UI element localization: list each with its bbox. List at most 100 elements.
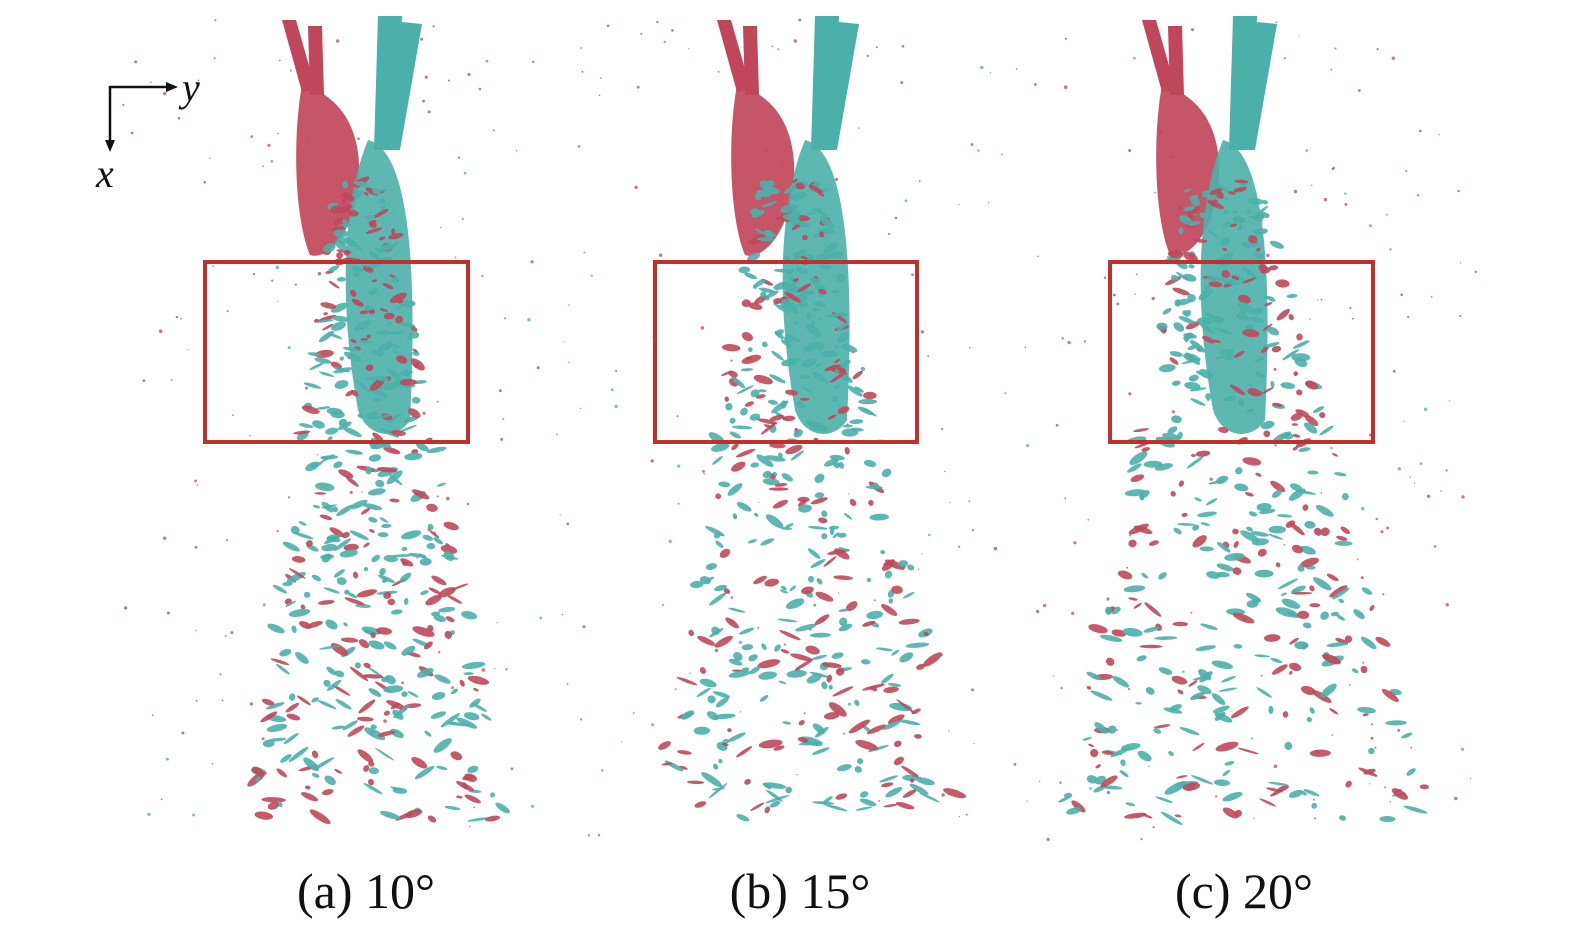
speckle: [1134, 293, 1136, 295]
red-vortex: [686, 780, 705, 785]
teal-vortex: [831, 652, 844, 659]
speckle: [277, 300, 279, 302]
teal-vortex: [780, 589, 788, 594]
teal-vortex: [467, 817, 489, 822]
speckle: [580, 47, 583, 49]
speckle: [1273, 764, 1278, 769]
teal-vortex: [1222, 792, 1243, 802]
speckle: [536, 366, 540, 370]
teal-vortex: [747, 347, 753, 353]
red-vortex: [251, 766, 263, 775]
teal-vortex: [368, 287, 378, 296]
teal-vortex: [1217, 541, 1231, 553]
teal-vortex: [1246, 209, 1252, 214]
speckle: [941, 793, 945, 797]
speckle: [510, 767, 514, 771]
teal-vortex: [762, 470, 772, 479]
red-vortex: [345, 390, 355, 397]
teal-vortex: [778, 680, 787, 685]
teal-vortex: [814, 300, 825, 308]
red-vortex: [1095, 764, 1101, 769]
speckle: [559, 514, 561, 516]
speckle: [166, 611, 170, 615]
red-vortex: [1216, 191, 1224, 199]
teal-vortex: [288, 608, 311, 617]
teal-vortex: [1112, 676, 1130, 688]
teal-vortex: [780, 204, 799, 214]
teal-vortex: [1119, 770, 1129, 778]
teal-vortex: [881, 468, 892, 478]
teal-vortex: [1270, 657, 1283, 664]
red-vortex: [304, 785, 311, 790]
teal-vortex: [749, 208, 761, 216]
teal-vortex: [820, 350, 839, 358]
teal-vortex: [315, 406, 331, 410]
teal-vortex: [1160, 811, 1183, 826]
teal-vortex: [775, 329, 784, 336]
speckle: [1391, 56, 1396, 60]
speckle: [287, 496, 291, 499]
teal-vortex: [392, 554, 413, 558]
teal-vortex: [850, 427, 864, 432]
speckle: [496, 622, 498, 624]
speckle: [566, 522, 570, 526]
speckle: [582, 625, 586, 629]
teal-vortex: [1153, 728, 1162, 734]
teal-vortex: [1272, 431, 1292, 442]
teal-vortex: [729, 417, 736, 424]
teal-vortex: [365, 466, 372, 475]
speckle: [481, 668, 486, 672]
teal-vortex: [1139, 495, 1145, 501]
teal-vortex: [1336, 614, 1345, 621]
red-vortex: [1288, 314, 1294, 321]
red-vortex: [387, 598, 396, 606]
red-vortex: [389, 292, 407, 304]
red-vortex: [1256, 247, 1261, 252]
teal-vortex: [1105, 606, 1112, 615]
speckle: [1314, 817, 1317, 820]
speckle: [904, 199, 908, 203]
red-vortex: [714, 635, 733, 648]
red-vortex: [753, 575, 767, 585]
teal-vortex: [754, 193, 762, 201]
speckle: [758, 501, 760, 503]
speckle: [590, 274, 593, 277]
teal-vortex: [427, 523, 434, 530]
red-vortex: [1363, 768, 1376, 775]
red-vortex: [822, 662, 842, 668]
speckle: [1046, 837, 1050, 842]
red-vortex: [795, 182, 805, 190]
red-vortex: [1282, 711, 1289, 718]
speckle: [195, 699, 198, 702]
speckle: [436, 495, 439, 498]
red-vortex: [1332, 452, 1338, 457]
red-vortex: [1231, 275, 1240, 281]
speckle: [958, 545, 961, 548]
teal-vortex: [1190, 692, 1206, 700]
speckle: [970, 143, 974, 146]
teal-vortex: [436, 482, 447, 487]
teal-vortex: [1237, 224, 1243, 231]
speckle: [1433, 545, 1437, 548]
red-vortex: [799, 397, 810, 401]
teal-vortex: [344, 237, 358, 248]
red-vortex: [677, 750, 692, 755]
red-vortex: [1261, 387, 1274, 394]
speckle: [1289, 670, 1293, 674]
red-vortex: [293, 430, 311, 435]
red-vortex: [341, 199, 347, 205]
red-vortex: [1275, 279, 1290, 288]
teal-vortex: [792, 251, 803, 258]
teal-vortex: [854, 386, 864, 393]
teal-vortex: [780, 339, 792, 348]
teal-vortex: [364, 214, 376, 220]
teal-vortex: [807, 575, 815, 583]
teal-vortex: [334, 380, 349, 389]
speckle: [1330, 68, 1333, 71]
speckle: [226, 310, 229, 313]
teal-vortex: [1206, 571, 1221, 579]
teal-vortex: [711, 442, 730, 452]
speckle: [1038, 780, 1041, 782]
speckle: [1316, 299, 1319, 301]
teal-vortex: [1339, 815, 1346, 821]
